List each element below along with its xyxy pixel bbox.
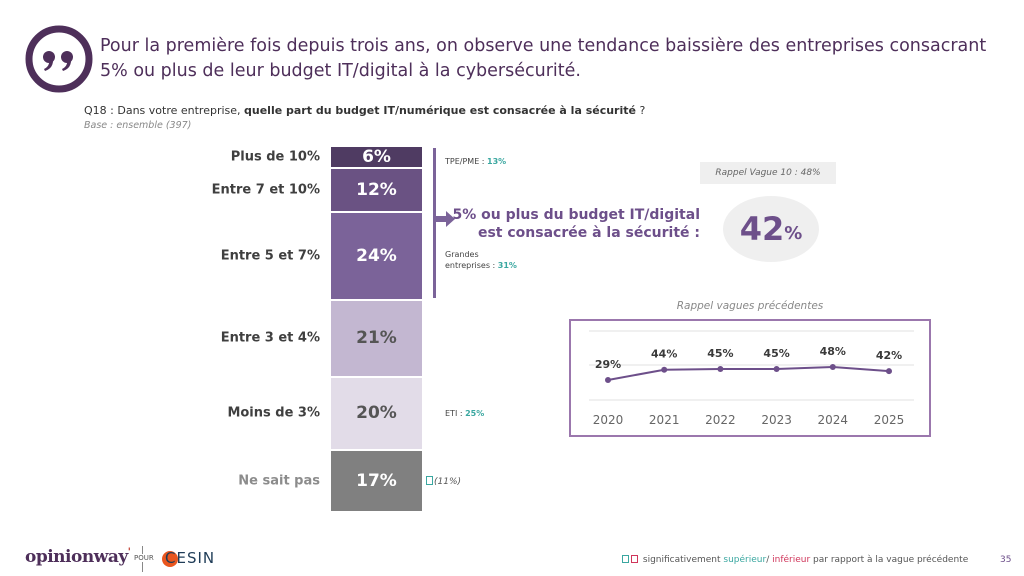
legend-suffix: par rapport à la vague précédente [810, 555, 969, 565]
legend-sep: / [766, 555, 773, 565]
bar-value-label: 21% [356, 328, 397, 349]
data-point [886, 368, 892, 375]
note-ne-sait-pas-prev: (11%) [426, 476, 461, 487]
note-eti-label: ETI : [445, 409, 466, 418]
data-label: 45% [707, 347, 733, 360]
bar-value-label: 24% [356, 245, 397, 266]
x-tick-label: 2024 [818, 413, 849, 427]
question-suffix: ? [635, 104, 646, 117]
bar-segment: 20% [331, 377, 422, 449]
bracket-line [433, 148, 436, 298]
cesin-logo-mark-icon [162, 551, 178, 567]
legend-superieur: supérieur [723, 555, 767, 565]
data-label: 45% [763, 347, 789, 360]
note-tpe-pme-label: TPE/PME : [445, 157, 488, 166]
data-label: 44% [651, 348, 677, 361]
cesin-logo: CESIN [165, 549, 216, 567]
superieur-marker-icon [622, 555, 629, 563]
opinionway-logo-text: opinionway [25, 547, 128, 567]
data-point [717, 366, 724, 373]
category-label: Entre 3 et 4% [220, 330, 320, 346]
bar-value-label: 6% [362, 146, 391, 167]
bar-value-label: 17% [356, 470, 397, 491]
data-point [605, 377, 611, 383]
data-label: 29% [595, 358, 621, 371]
arrow-right-icon [436, 211, 455, 227]
data-point [829, 364, 836, 370]
superieur-marker-icon [426, 476, 433, 485]
question-prefix: Q18 : Dans votre entreprise, [84, 104, 245, 117]
question-base: Base : ensemble (397) [84, 120, 192, 131]
data-label: 48% [820, 345, 846, 358]
category-label: Ne sait pas [238, 473, 320, 489]
bar-segment: 21% [331, 300, 422, 376]
note-tpe-pme: TPE/PME : 13% [445, 156, 506, 167]
line-chart-frame [569, 319, 931, 437]
bar-segment: 24% [331, 212, 422, 299]
note-eti-value: 25% [465, 409, 485, 418]
page-number: 35 [1000, 555, 1012, 565]
question: Q18 : Dans votre entreprise, quelle part… [84, 104, 645, 117]
x-tick-label: 2021 [649, 413, 680, 427]
category-label: Entre 7 et 10% [211, 182, 320, 198]
data-label: 42% [876, 349, 902, 362]
footer-pour: POUR [133, 554, 155, 562]
note-eti: ETI : 25% [445, 408, 484, 419]
x-tick-label: 2023 [761, 413, 792, 427]
significance-legend: significativement supérieur/ inférieur p… [622, 555, 968, 565]
x-tick-label: 2020 [593, 413, 624, 427]
data-point [773, 366, 780, 373]
question-bold: quelle part du budget IT/numérique est c… [244, 104, 636, 117]
note-grandes-entreprises: Grandes entreprises : 31% [445, 249, 517, 271]
summary-statement: 5% ou plus du budget IT/digital est consa… [448, 206, 700, 242]
category-label: Moins de 3% [227, 405, 320, 421]
x-tick-label: 2025 [874, 413, 905, 427]
bar-segment: 6% [331, 147, 422, 167]
summary-line2: est consacrée à la sécurité : [477, 225, 700, 241]
logo-tick-icon: ' [127, 547, 131, 558]
bar-value-label: 20% [356, 403, 397, 424]
series-line [607, 365, 890, 381]
rappel-vague-badge: Rappel Vague 10 : 48% [700, 162, 836, 184]
note-ge-label1: Grandes [445, 250, 479, 259]
note-ge-label2: entreprises : [445, 261, 498, 270]
note-tpe-pme-value: 13% [487, 157, 507, 166]
line-chart-title: Rappel vagues précédentes [676, 300, 824, 312]
line-chart: 29% 2020 44% 2021 45% 2022 45% 2023 48% 2024 42% 20… [589, 330, 914, 427]
quote-icon [25, 25, 93, 93]
inferieur-marker-icon [631, 555, 638, 563]
bar-value-label: 12% [356, 179, 397, 200]
opinionway-logo: opinionway' [25, 547, 131, 567]
x-tick-label: 2022 [705, 413, 736, 427]
category-label: Plus de 10% [230, 149, 320, 165]
summary-unit: % [784, 222, 803, 244]
bar-segment: 12% [331, 168, 422, 211]
note-ge-value: 31% [497, 261, 517, 270]
summary-value-oval: 42% [723, 196, 819, 262]
data-point [661, 366, 668, 373]
summary-line1: 5% ou plus du budget IT/digital [452, 207, 700, 223]
headline: Pour la première fois depuis trois ans, … [100, 36, 987, 81]
legend-prefix: significativement [642, 555, 724, 565]
category-label: Entre 5 et 7% [220, 248, 320, 264]
note-ne-sait-pas-prev-value: (11%) [434, 477, 462, 487]
summary-value: 42 [739, 210, 785, 248]
bar-segment: 17% [331, 450, 422, 511]
legend-inferieur: inférieur [772, 555, 811, 565]
